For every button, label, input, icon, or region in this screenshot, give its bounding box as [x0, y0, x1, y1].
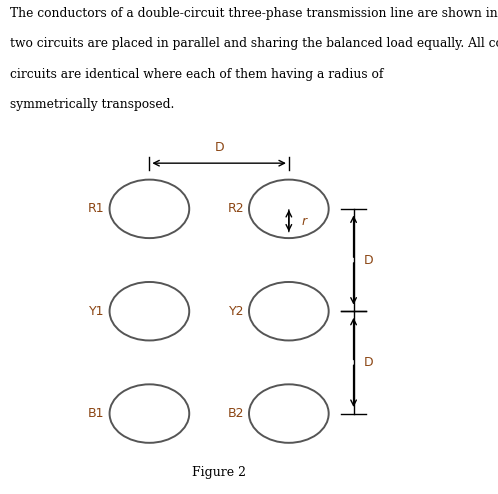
Text: B2: B2 — [228, 407, 244, 420]
Text: two circuits are placed in parallel and sharing the balanced load equally. All c: two circuits are placed in parallel and … — [10, 38, 498, 50]
Text: D: D — [214, 141, 224, 154]
Text: r: r — [301, 215, 306, 228]
Text: D: D — [364, 253, 373, 267]
Text: Y2: Y2 — [229, 305, 244, 318]
Text: R2: R2 — [228, 203, 244, 215]
Text: D: D — [364, 356, 373, 369]
Text: Figure 2: Figure 2 — [192, 466, 246, 479]
Text: symmetrically transposed.: symmetrically transposed. — [10, 98, 174, 111]
Text: Y1: Y1 — [89, 305, 105, 318]
Text: circuits are identical where each of them having a radius of: circuits are identical where each of the… — [10, 68, 387, 81]
Text: R1: R1 — [88, 203, 105, 215]
Text: The conductors of a double-circuit three-phase transmission line are shown in Fi: The conductors of a double-circuit three… — [10, 7, 498, 20]
Text: B1: B1 — [88, 407, 105, 420]
